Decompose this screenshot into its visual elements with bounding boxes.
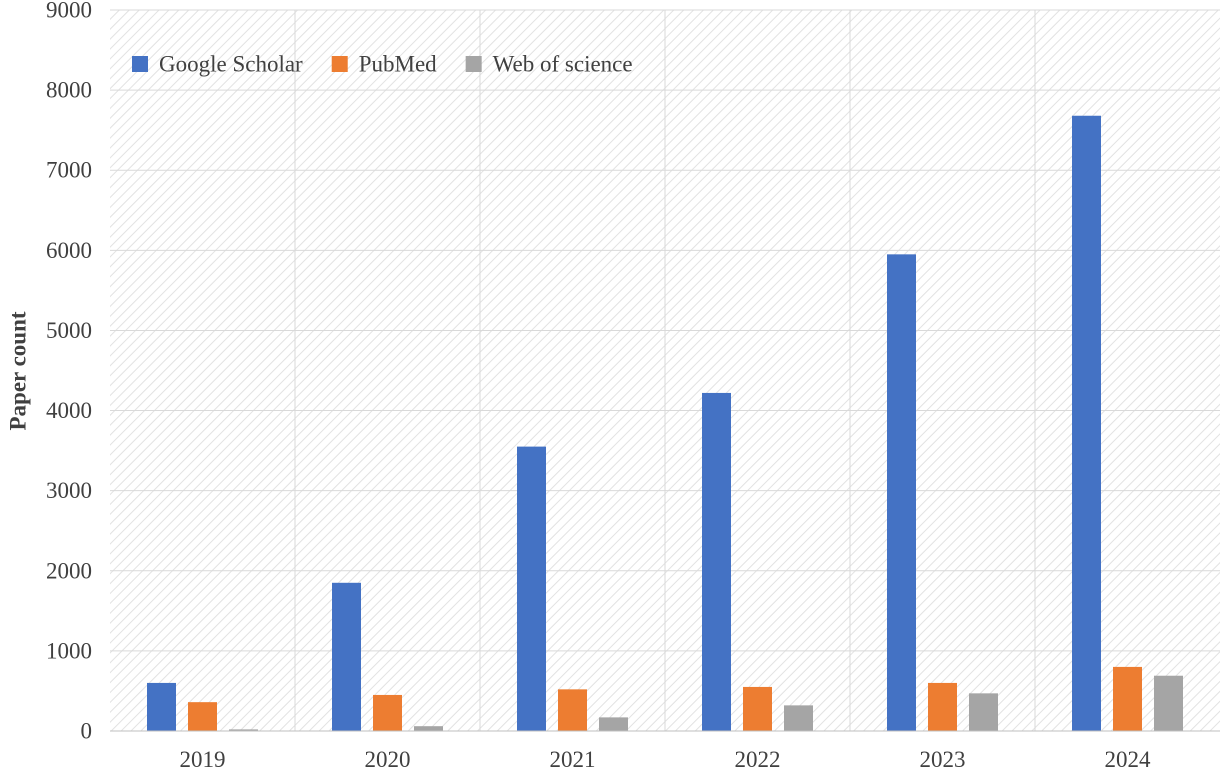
bar-pubmed-2023 <box>928 682 957 731</box>
x-tick-label: 2021 <box>550 747 596 772</box>
bars <box>147 115 1183 732</box>
bar-web-of-science-2020 <box>414 726 443 731</box>
y-axis-title: Paper count <box>6 311 31 430</box>
legend-swatch <box>465 56 482 72</box>
x-tick-label: 2020 <box>365 747 411 772</box>
bar-google-scholar-2020 <box>332 582 361 731</box>
y-tick-label: 7000 <box>46 158 92 183</box>
x-tick-label: 2022 <box>735 747 781 772</box>
bar-pubmed-2024 <box>1113 666 1142 731</box>
bar-pubmed-2020 <box>373 694 402 731</box>
legend: Google Scholar PubMed Web of science <box>132 52 633 77</box>
x-tick-label: 2023 <box>920 747 966 772</box>
bar-google-scholar-2021 <box>517 446 546 731</box>
x-tick-label: 2019 <box>180 747 226 772</box>
bar-pubmed-2021 <box>558 689 587 731</box>
bar-web-of-science-2022 <box>784 705 813 731</box>
y-tick-label: 5000 <box>46 318 92 343</box>
y-tick-label: 4000 <box>46 398 92 423</box>
y-tick-label: 8000 <box>46 78 92 103</box>
x-tick-label: 2024 <box>1105 747 1152 772</box>
bar-google-scholar-2023 <box>887 254 916 732</box>
bar-web-of-science-2024 <box>1154 675 1183 731</box>
legend-label: PubMed <box>359 52 437 77</box>
bar-google-scholar-2022 <box>702 392 731 731</box>
bar-google-scholar-2024 <box>1072 115 1101 732</box>
bar-web-of-science-2019 <box>229 729 258 731</box>
y-tick-label: 1000 <box>46 638 92 663</box>
bar-web-of-science-2023 <box>969 693 998 731</box>
legend-swatch <box>132 56 148 72</box>
y-tick-label: 9000 <box>46 0 92 23</box>
y-tick-label: 6000 <box>46 238 92 263</box>
y-tick-label: 0 <box>81 719 93 744</box>
gridlines <box>110 9 1220 731</box>
axes: 0 1000 2000 3000 4000 5000 6000 7000 8000 9000 201… <box>46 0 1220 772</box>
legend-label: Web of science <box>493 52 633 77</box>
legend-swatch <box>331 56 348 72</box>
bar-pubmed-2019 <box>188 702 217 731</box>
y-tick-label: 3000 <box>46 478 92 503</box>
bar-web-of-science-2021 <box>599 717 628 731</box>
legend-label: Google Scholar <box>159 52 303 77</box>
bar-pubmed-2022 <box>743 686 772 731</box>
bar-google-scholar-2019 <box>147 682 176 731</box>
y-tick-label: 2000 <box>46 558 92 583</box>
